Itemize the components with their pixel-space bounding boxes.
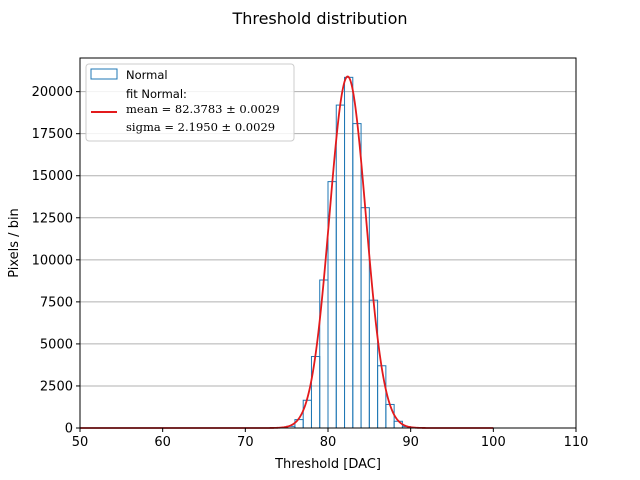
y-tick-label-0: 0 bbox=[65, 422, 73, 437]
x-tick-label-0: 50 bbox=[72, 435, 89, 450]
y-tick-label-7: 17500 bbox=[32, 127, 73, 142]
x-tick-label-6: 110 bbox=[564, 435, 589, 450]
y-tick-label-3: 7500 bbox=[40, 295, 73, 310]
histogram-series bbox=[286, 76, 412, 429]
histogram-bar-7 bbox=[344, 76, 354, 429]
legend-fit-sigma: sigma = 2.1950 ± 0.0029 bbox=[126, 120, 275, 134]
chart-title: Threshold distribution bbox=[231, 9, 407, 28]
legend-fit-mean: mean = 82.3783 ± 0.0029 bbox=[126, 102, 280, 116]
legend: Normal fit Normal: mean = 82.3783 ± 0.00… bbox=[85, 63, 295, 142]
histogram-bar-3 bbox=[310, 356, 321, 429]
histogram-bar-6 bbox=[335, 104, 346, 429]
x-axis-ticks: 50 60 70 80 90 100 110 bbox=[72, 428, 589, 450]
legend-histogram-label: Normal bbox=[126, 68, 168, 82]
y-axis-label: Pixels / bin bbox=[7, 208, 22, 278]
histogram-bar-2 bbox=[302, 399, 312, 429]
x-tick-label-2: 70 bbox=[237, 435, 254, 450]
x-tick-label-4: 90 bbox=[402, 435, 419, 450]
x-tick-label-3: 80 bbox=[320, 435, 337, 450]
histogram-bar-12 bbox=[385, 403, 395, 429]
y-axis-ticks: 0 2500 5000 7500 10000 12500 15000 17500 20000 bbox=[32, 85, 80, 437]
y-tick-label-1: 2500 bbox=[40, 379, 73, 394]
legend-box bbox=[85, 63, 295, 142]
x-axis-label: Threshold [DAC] bbox=[274, 457, 381, 472]
y-tick-label-8: 20000 bbox=[32, 85, 73, 100]
x-tick-label-1: 60 bbox=[154, 435, 171, 450]
legend-fit-label: fit Normal: bbox=[126, 87, 187, 101]
x-tick-label-5: 100 bbox=[481, 435, 506, 450]
histogram-bar-13 bbox=[393, 420, 403, 429]
histogram-bar-8 bbox=[352, 123, 362, 429]
y-tick-label-4: 10000 bbox=[32, 253, 73, 268]
y-tick-label-6: 15000 bbox=[32, 169, 73, 184]
legend-histogram-swatch bbox=[90, 68, 118, 80]
y-tick-label-2: 5000 bbox=[40, 337, 73, 352]
y-tick-label-5: 12500 bbox=[32, 211, 73, 226]
histogram-bar-11 bbox=[377, 365, 387, 429]
